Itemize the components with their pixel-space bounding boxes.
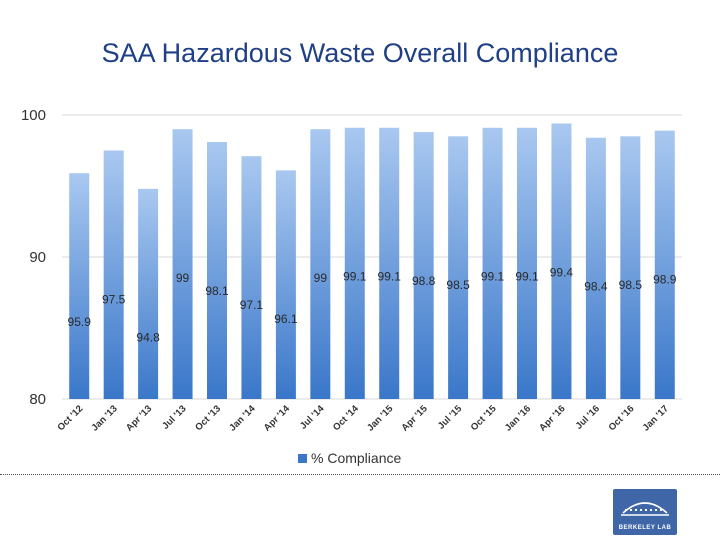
x-tick-label: Jul '14 (298, 403, 327, 432)
data-label: 99 (314, 271, 328, 285)
bar (241, 156, 262, 399)
data-label: 97.1 (240, 298, 264, 312)
bar (172, 129, 193, 399)
x-tick-label: Apr '15 (400, 403, 431, 434)
data-label: 95.9 (68, 315, 92, 329)
x-tick-label: Jan '17 (641, 403, 671, 433)
compliance-bar-chart: 95.9 97.5 94.8 99 98.1 97.1 96.1 99 99.1 99.1 98.8… (21, 107, 682, 466)
data-label: 94.8 (136, 331, 160, 345)
legend-label: % Compliance (311, 450, 401, 466)
bar (207, 141, 227, 400)
x-tick-label: Apr '14 (262, 403, 293, 434)
bar (103, 150, 124, 399)
x-tick-label: Oct '13 (193, 403, 223, 433)
bar (620, 136, 641, 400)
data-label: 98.4 (584, 280, 608, 294)
x-tick-label: Jul '13 (160, 403, 188, 431)
x-tick-label: Jan '16 (503, 403, 533, 433)
x-tick-label: Jan '13 (89, 403, 119, 433)
bar (448, 136, 469, 400)
x-tick-label: Jan '15 (365, 403, 396, 434)
data-label: 99.1 (378, 270, 402, 284)
x-tick-label: Oct '12 (55, 403, 85, 433)
y-tick-label: 100 (21, 107, 46, 124)
y-tick-label: 90 (29, 249, 46, 266)
x-tick-label: Oct '16 (607, 403, 637, 433)
gridlines (62, 114, 682, 400)
slide-title: SAA Hazardous Waste Overall Compliance (101, 38, 619, 68)
bar (310, 129, 331, 399)
bar (344, 127, 365, 399)
berkeley-lab-logo: BERKELEY LAB (613, 489, 677, 535)
x-tick-label: Oct '14 (331, 403, 361, 433)
data-label: 99.4 (550, 265, 574, 279)
x-axis-ticks: Oct '12 Jan '13 Apr '13 Jul '13 Oct '13 Jan '… (55, 403, 670, 434)
x-tick-label: Jan '14 (227, 403, 258, 434)
data-label: 98.5 (619, 278, 643, 292)
x-tick-label: Apr '16 (537, 403, 567, 433)
x-tick-label: Jul '15 (436, 403, 465, 432)
data-label: 98.1 (205, 284, 229, 298)
bar (138, 188, 159, 399)
berkeley-lab-logo-text: BERKELEY LAB (618, 525, 672, 531)
divider-line (0, 474, 720, 475)
data-label: 99.1 (481, 270, 505, 284)
data-label: 98.8 (412, 274, 436, 288)
berkeley-lab-logo-icon (621, 502, 669, 516)
data-labels: 95.9 97.5 94.8 99 98.1 97.1 96.1 99 99.1 99.1 98.8… (68, 265, 677, 344)
bar (69, 173, 90, 399)
data-label: 99.1 (515, 270, 539, 284)
x-tick-label: Jul '16 (574, 403, 602, 431)
bar (379, 127, 400, 399)
x-tick-label: Oct '15 (469, 403, 499, 433)
bars (69, 123, 675, 400)
data-label: 98.5 (446, 278, 470, 292)
data-label: 98.9 (653, 272, 677, 286)
y-axis-ticks: 80 90 100 (21, 107, 46, 408)
bar (585, 137, 606, 399)
bar (413, 132, 434, 399)
legend: % Compliance (298, 450, 401, 466)
data-label: 97.5 (102, 292, 126, 306)
data-label: 99.1 (343, 270, 367, 284)
y-tick-label: 80 (29, 391, 46, 408)
bar (654, 130, 675, 399)
legend-swatch (298, 454, 307, 463)
bar (482, 127, 503, 399)
bar (275, 170, 296, 399)
data-label: 96.1 (274, 312, 298, 326)
data-label: 99 (176, 271, 190, 285)
x-tick-label: Apr '13 (124, 403, 154, 433)
bar (517, 127, 537, 399)
bar (551, 123, 572, 399)
